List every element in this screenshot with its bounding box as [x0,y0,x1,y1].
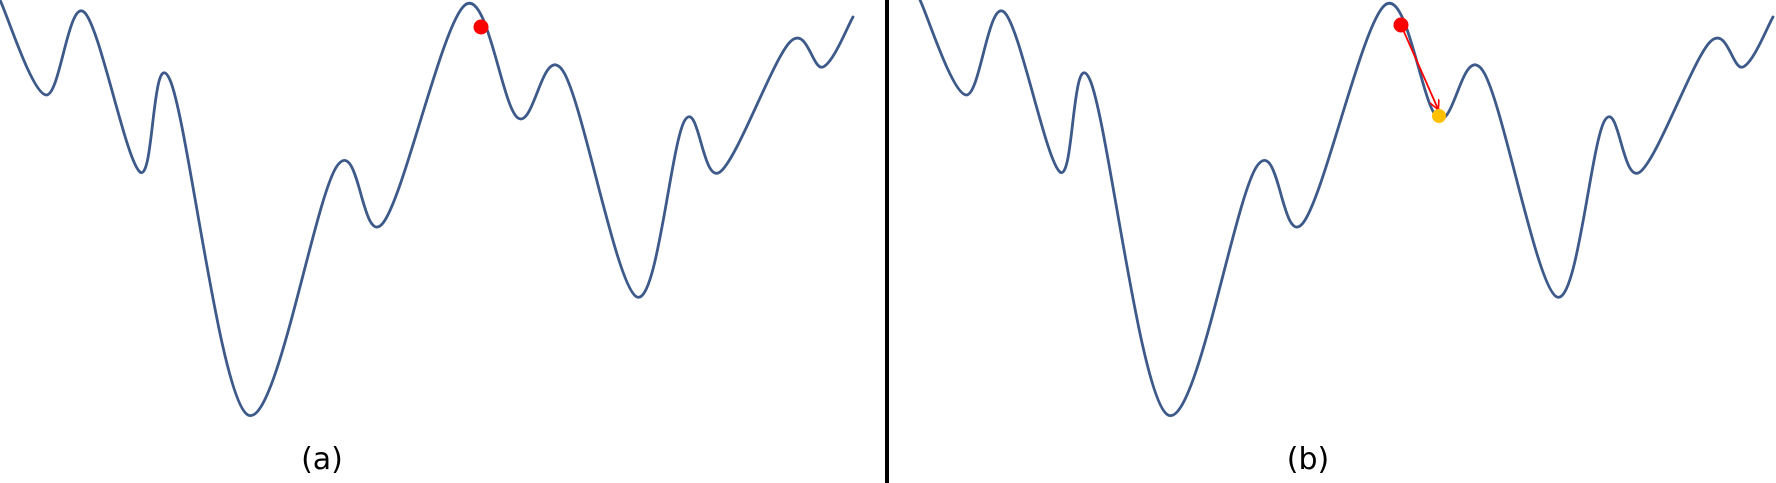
panel-b-label: (b) [1287,442,1329,477]
next-point-marker [1432,109,1446,123]
current-point-marker [1393,17,1409,33]
panel-a-label: (a) [301,442,343,477]
panel-b: (b) [918,0,1775,477]
current-point-marker [473,19,489,35]
panel-a: (a) [0,0,855,477]
loss-landscape-curve [0,0,855,417]
gradient-step-arrow [1400,24,1438,109]
loss-landscape-curve [918,0,1775,417]
